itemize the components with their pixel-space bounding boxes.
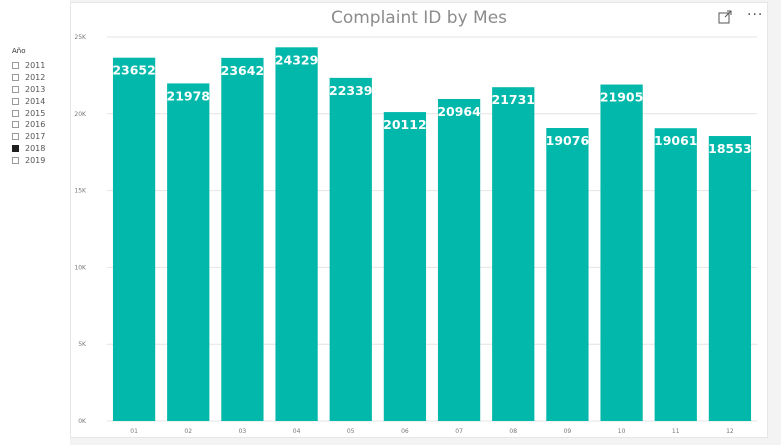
x-tick-label: 05	[347, 428, 355, 435]
x-tick-label: 11	[672, 428, 680, 435]
bar-09	[546, 127, 589, 421]
slicer-item-2017[interactable]: 2017	[12, 131, 45, 143]
y-tick-label: 25K	[74, 34, 87, 41]
bar-02	[167, 83, 210, 422]
data-label: 21731	[492, 92, 536, 107]
focus-mode-icon[interactable]	[718, 10, 732, 24]
slicer-item-2018[interactable]: 2018	[12, 143, 45, 155]
x-tick-label: 12	[726, 428, 734, 435]
chart-panel: 0K 5K 10K 15K 20K 25K 23652 01 21978 02 23642 03 243…	[70, 2, 768, 438]
x-tick-label: 10	[618, 428, 626, 435]
more-options-icon[interactable]: ···	[747, 7, 764, 23]
y-tick-label: 10K	[74, 264, 87, 271]
bar-01	[112, 57, 156, 421]
data-label: 21905	[600, 90, 644, 105]
slicer-item-label: 2017	[25, 132, 46, 142]
bar-07	[437, 98, 481, 422]
x-tick-label: 08	[509, 428, 517, 435]
checkbox-icon[interactable]	[12, 97, 19, 105]
slicer-item-2012[interactable]: 2012	[12, 72, 45, 84]
bar-05	[329, 77, 372, 422]
slicer-item-2019[interactable]: 2019	[12, 154, 45, 166]
bar-10	[600, 84, 643, 422]
slicer-list: 2011 2012 2013 2014 2015 2016 2017 2018 2019	[12, 60, 45, 166]
data-label: 24329	[275, 52, 319, 67]
bar-08	[492, 87, 535, 421]
slicer-item-label: 2012	[25, 73, 46, 83]
slicer-item-label: 2013	[25, 84, 46, 94]
slicer-item-label: 2011	[25, 61, 46, 71]
bar-12	[708, 136, 752, 421]
data-label: 20964	[437, 104, 481, 119]
slicer-item-label: 2019	[25, 155, 46, 165]
data-label: 23642	[221, 63, 265, 78]
slicer-item-2013[interactable]: 2013	[12, 84, 45, 96]
x-tick-label: 09	[564, 428, 572, 435]
data-label: 23652	[112, 63, 156, 78]
data-label: 20112	[383, 117, 427, 132]
bar-chart: 0K 5K 10K 15K 20K 25K 23652 01 21978 02 23642 03 243…	[74, 34, 757, 435]
checkbox-icon[interactable]	[12, 144, 19, 152]
slicer-title: Año	[12, 47, 26, 55]
x-tick-label: 04	[293, 428, 301, 435]
slicer-item-2016[interactable]: 2016	[12, 119, 45, 131]
slicer-item-2011[interactable]: 2011	[12, 60, 45, 72]
slicer-item-label: 2014	[25, 96, 46, 106]
checkbox-icon[interactable]	[12, 74, 19, 82]
data-label: 21978	[167, 88, 211, 103]
slicer-item-label: 2018	[25, 143, 46, 153]
checkbox-icon[interactable]	[12, 85, 19, 93]
slicer-item-label: 2015	[25, 108, 46, 118]
x-tick-label: 03	[239, 428, 247, 435]
y-tick-label: 20K	[74, 111, 87, 118]
bar-03	[221, 57, 264, 421]
x-tick-label: 06	[401, 428, 409, 435]
x-tick-label: 07	[455, 428, 463, 435]
checkbox-icon[interactable]	[12, 62, 19, 70]
bar-04	[275, 47, 318, 422]
y-tick-label: 15K	[74, 188, 87, 195]
checkbox-icon[interactable]	[12, 156, 19, 164]
data-label: 22339	[329, 83, 373, 98]
slicer-item-2014[interactable]: 2014	[12, 95, 45, 107]
y-tick-label: 0K	[78, 418, 87, 425]
x-tick-label: 02	[184, 428, 192, 435]
data-label: 18553	[708, 141, 752, 156]
data-label: 19061	[654, 133, 698, 148]
y-tick-label: 5K	[78, 341, 87, 348]
x-tick-label: 01	[130, 428, 138, 435]
checkbox-icon[interactable]	[12, 133, 19, 141]
chart-title: Complaint ID by Mes	[330, 8, 508, 28]
bar-06	[383, 112, 427, 421]
checkbox-icon[interactable]	[12, 109, 19, 117]
year-slicer: Año 2011 2012 2013 2014 2015 2016 2017 2018 2019	[0, 0, 70, 445]
bar-11	[654, 128, 697, 422]
slicer-item-label: 2016	[25, 120, 46, 130]
checkbox-icon[interactable]	[12, 121, 19, 129]
slicer-item-2015[interactable]: 2015	[12, 107, 45, 119]
data-label: 19076	[546, 133, 590, 148]
